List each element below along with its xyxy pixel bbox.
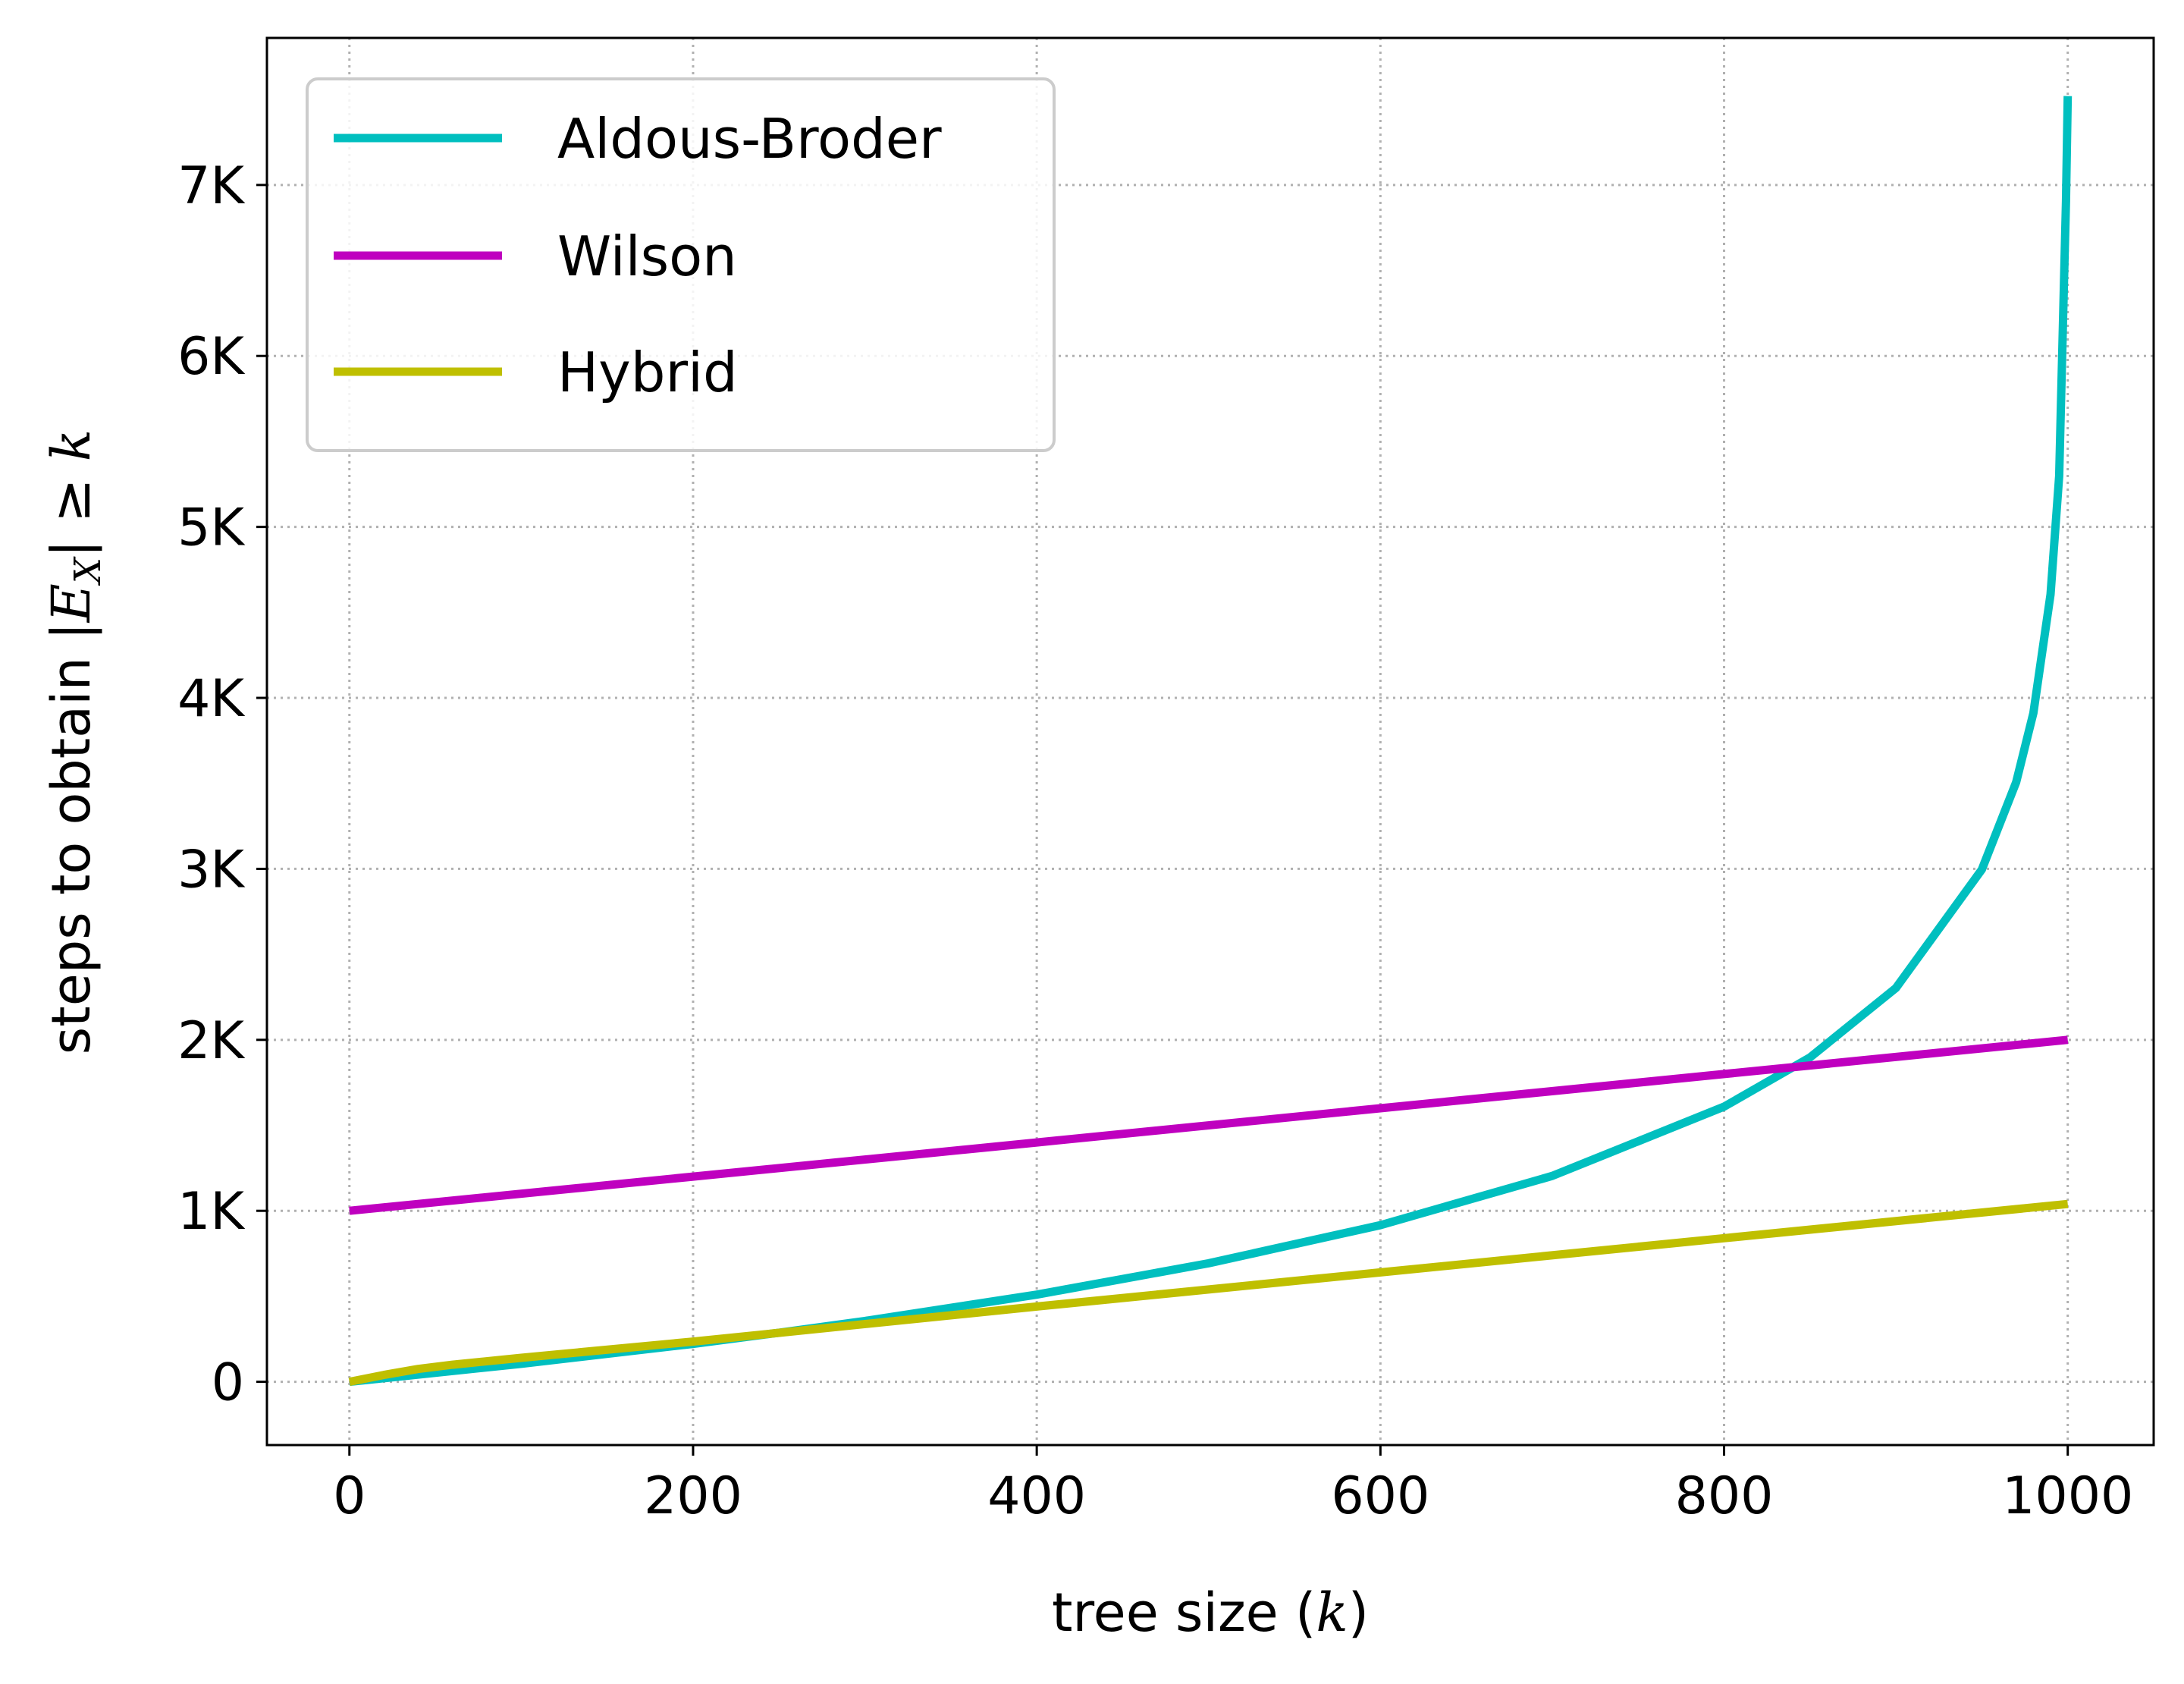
plot-frame [265, 36, 2155, 1447]
y-axis-ticks: 0 1K 2K 3K 4K 5K 6K 7K [177, 156, 267, 1413]
x-tick-label: 0 [333, 1466, 366, 1526]
legend-label-wilson: Wilson [557, 225, 737, 288]
x-tick-label: 1000 [2002, 1466, 2133, 1526]
x-tick-label: 200 [644, 1466, 742, 1526]
x-tick-label: 800 [1675, 1466, 1774, 1526]
y-tick-label: 5K [177, 498, 246, 558]
y-tick-label: 6K [177, 327, 246, 387]
y-tick-label: 4K [177, 669, 246, 729]
y-tick-label: 7K [177, 156, 246, 216]
legend-label-aldous-broder: Aldous-Broder [557, 107, 942, 171]
series-lines [348, 96, 2073, 1387]
legend: Aldous-Broder Wilson Hybrid [306, 77, 1056, 452]
y-tick-label: 3K [177, 840, 246, 900]
y-tick-label: 0 [212, 1353, 244, 1413]
y-tick-label: 1K [177, 1182, 246, 1242]
y-tick-label: 2K [177, 1011, 246, 1071]
series-line-wilson [349, 1035, 2069, 1215]
legend-box [306, 77, 1056, 452]
x-tick-label: 400 [987, 1466, 1086, 1526]
x-tick-label: 600 [1331, 1466, 1429, 1526]
y-axis-title: steps to obtain |EX| ≥ k [40, 429, 109, 1054]
x-axis-ticks: 0 200 400 600 800 1000 [333, 1445, 2133, 1526]
legend-label-hybrid: Hybrid [557, 341, 738, 404]
x-axis-title: tree size (k) [1052, 1582, 1369, 1644]
series-line-hybrid [348, 1199, 2069, 1386]
